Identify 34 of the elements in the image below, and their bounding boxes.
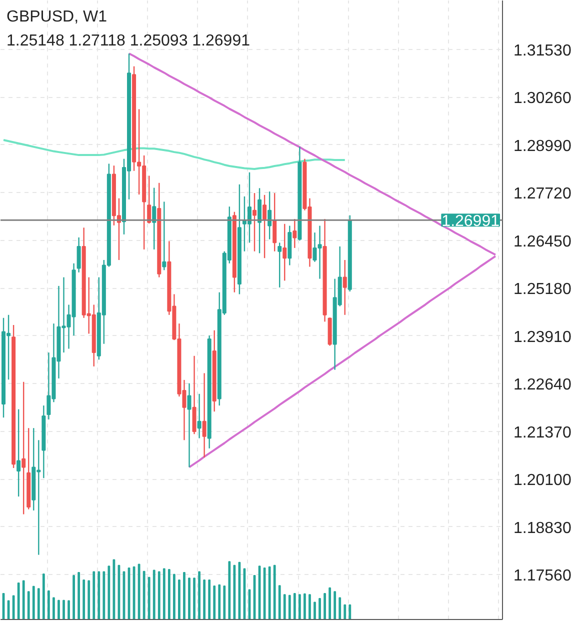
candlestick bbox=[76, 236, 81, 273]
candlestick bbox=[258, 188, 262, 254]
y-tick-label: 1.30260 bbox=[514, 90, 572, 108]
candlestick bbox=[292, 218, 297, 249]
candlestick bbox=[147, 175, 152, 224]
candlestick bbox=[342, 259, 347, 316]
candlestick bbox=[282, 223, 287, 282]
text: 1.25148 1.27118 1.25093 1.26991 bbox=[6, 32, 250, 50]
candlestick bbox=[152, 187, 156, 250]
text: GBPUSD, W1 bbox=[6, 8, 108, 26]
candlestick bbox=[162, 201, 166, 271]
y-tick-label: 1.17560 bbox=[514, 568, 572, 585]
y-tick-label: 1.23910 bbox=[514, 328, 572, 346]
candlestick bbox=[22, 381, 26, 515]
y-tick-label: 1.28990 bbox=[514, 138, 572, 155]
y-tick-label: 1.26450 bbox=[514, 233, 572, 250]
y-tick-label: 1.27720 bbox=[514, 186, 572, 203]
candlestick bbox=[268, 190, 272, 240]
y-tick-label: 1.31530 bbox=[514, 42, 572, 60]
candlestick bbox=[197, 393, 202, 439]
candlestick bbox=[262, 194, 267, 259]
candlestick bbox=[16, 408, 21, 498]
candlestick bbox=[252, 192, 257, 252]
y-tick-label: 1.25180 bbox=[514, 281, 572, 298]
candlestick bbox=[202, 372, 206, 458]
ref-line-label: 1.26991 bbox=[442, 213, 500, 230]
y-tick-label: 1.22640 bbox=[514, 376, 572, 394]
y-tick-label: 1.20100 bbox=[514, 472, 572, 490]
line-series bbox=[2, 139, 346, 170]
candlestick bbox=[187, 382, 192, 468]
y-tick-label: 1.18830 bbox=[514, 520, 572, 537]
candlestick bbox=[272, 192, 277, 252]
candlestick bbox=[278, 242, 282, 288]
y-tick-label: 1.21370 bbox=[514, 424, 572, 442]
